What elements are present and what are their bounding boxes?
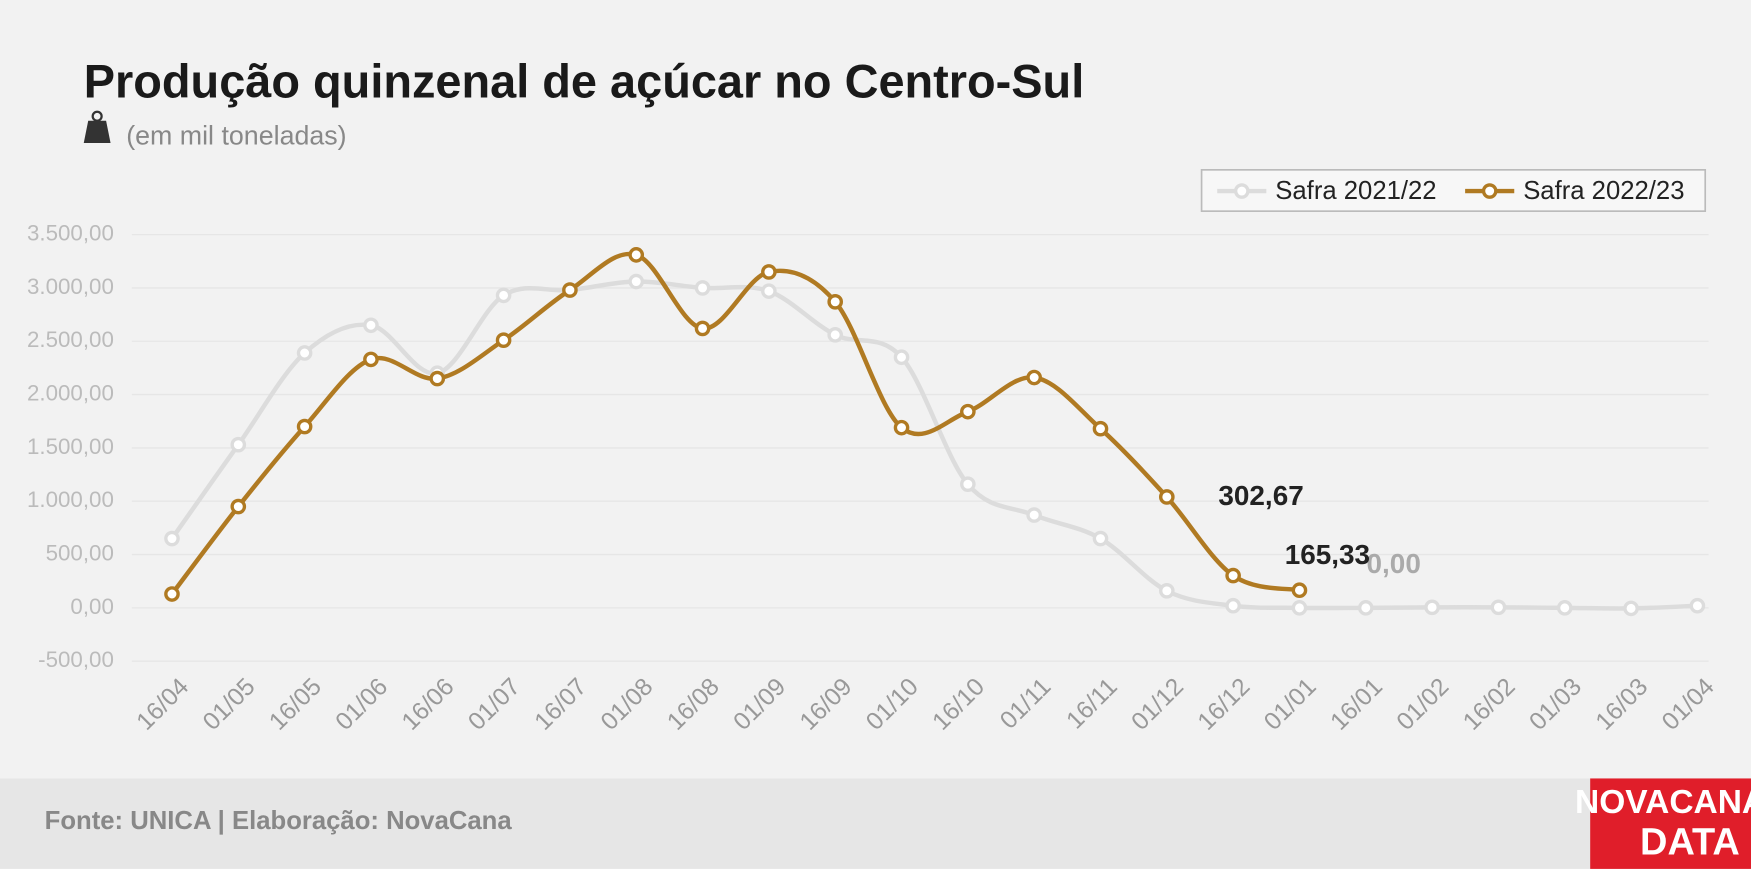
- point: [363, 317, 379, 334]
- point: [694, 320, 711, 337]
- y-tick-label: 3.500,00: [27, 221, 114, 246]
- y-tick-label: -500,00: [38, 647, 114, 672]
- point: [1026, 507, 1042, 523]
- legend-marker: [1481, 183, 1498, 199]
- point: [827, 293, 844, 310]
- y-tick-label: 3.000,00: [27, 274, 114, 299]
- point: [1424, 599, 1440, 616]
- point: [1225, 597, 1241, 614]
- point: [1158, 489, 1175, 505]
- y-tick-label: 1.500,00: [27, 434, 114, 459]
- point: [1689, 597, 1706, 614]
- point: [230, 436, 247, 453]
- y-tick-label: 1.000,00: [27, 487, 114, 512]
- logo-text: DATA: [1640, 821, 1740, 863]
- point: [230, 498, 247, 515]
- y-tick-label: 0,00: [70, 594, 113, 619]
- y-tick-label: 500,00: [46, 540, 114, 565]
- point: [1092, 530, 1109, 547]
- grid: [131, 233, 1709, 662]
- logo-text: NOVACANA: [1575, 784, 1751, 821]
- subtitle: (em mil toneladas): [126, 121, 346, 151]
- point: [429, 370, 446, 387]
- point: [164, 530, 180, 547]
- point: [960, 403, 976, 420]
- legend-marker: [1233, 183, 1250, 199]
- point: [960, 476, 976, 492]
- point: [761, 283, 777, 299]
- point: [1291, 582, 1308, 599]
- point: [628, 273, 645, 290]
- point: [893, 349, 910, 366]
- point: [296, 345, 313, 361]
- point: [1357, 600, 1374, 616]
- point: [893, 419, 910, 436]
- point: [1490, 599, 1507, 616]
- point: [694, 280, 711, 296]
- data-label: 0,00: [1367, 548, 1421, 579]
- source: Fonte: UNICA | Elaboração: NovaCana: [45, 807, 513, 835]
- point: [1026, 369, 1042, 386]
- data-label: 302,67: [1218, 480, 1303, 511]
- point: [1623, 600, 1639, 617]
- y-tick-label: 2.000,00: [27, 380, 114, 405]
- chart-title: Produção quinzenal de açúcar no Centro-S…: [84, 55, 1084, 107]
- point: [562, 282, 578, 298]
- weight-icon: [83, 110, 111, 144]
- point: [164, 586, 180, 602]
- point: [827, 327, 844, 343]
- legend-label: Safra 2021/22: [1275, 177, 1436, 205]
- point: [1556, 600, 1573, 616]
- point: [628, 247, 645, 263]
- legend: [1200, 169, 1707, 212]
- point: [1158, 582, 1175, 599]
- point: [1291, 600, 1308, 616]
- y-tick-label: 2.500,00: [27, 327, 114, 352]
- point: [495, 287, 512, 304]
- point: [761, 264, 777, 280]
- legend-label: Safra 2022/23: [1523, 177, 1684, 205]
- point: [1092, 420, 1109, 437]
- point: [495, 332, 512, 349]
- logo: [1590, 778, 1751, 869]
- point: [296, 418, 313, 435]
- footer: [0, 778, 1751, 869]
- data-label: 165,33: [1285, 539, 1370, 570]
- point: [1225, 567, 1241, 584]
- point: [363, 351, 379, 368]
